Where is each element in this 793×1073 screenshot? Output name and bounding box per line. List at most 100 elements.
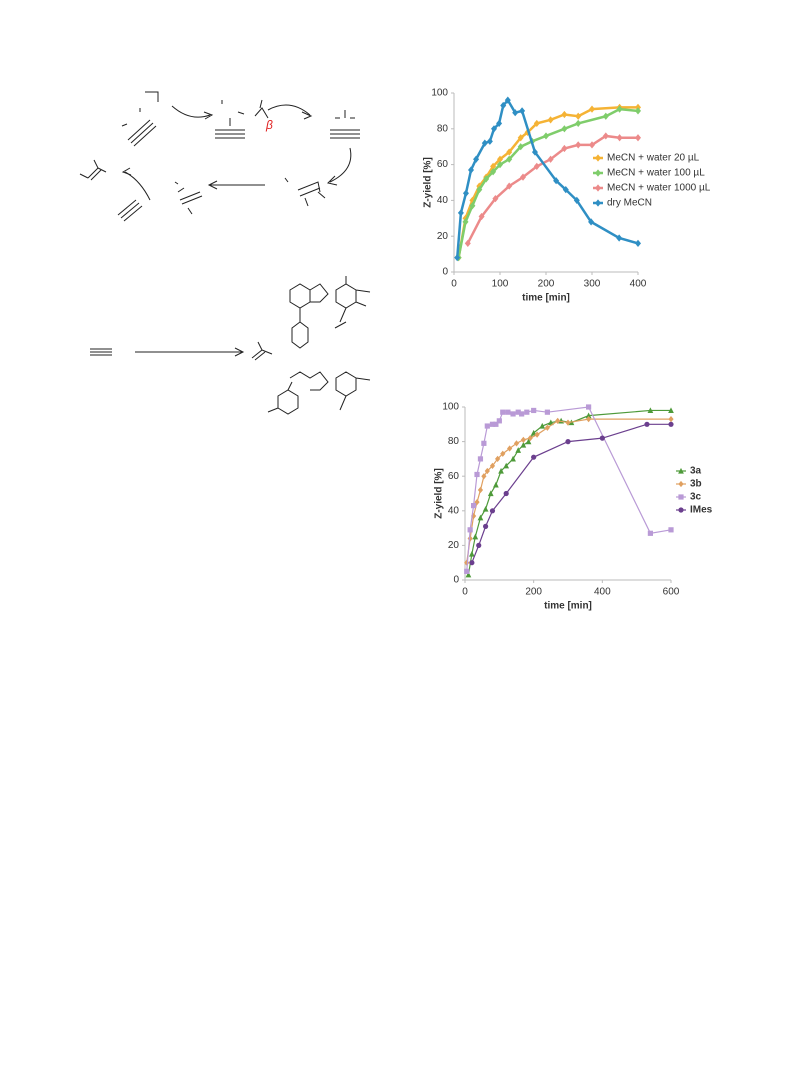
alkene — [79, 159, 107, 181]
marker — [602, 112, 609, 120]
marker — [483, 175, 490, 183]
marker — [517, 134, 524, 142]
arrowhead — [203, 111, 214, 120]
x-tick-label: 0 — [462, 587, 468, 598]
marker — [470, 503, 477, 509]
marker — [531, 148, 538, 156]
marker — [495, 455, 501, 463]
y-axis-label: Z-yield [%] — [423, 157, 434, 208]
marker — [478, 212, 485, 221]
marker — [464, 239, 471, 247]
ligand-structure — [289, 276, 371, 349]
beta-label: β — [265, 118, 273, 132]
chart: 0 20 40 60 80 100 0 100 200 300 400 time [min] Z-yie… — [423, 88, 711, 304]
x-tick-label: 200 — [525, 587, 542, 598]
intermediate — [284, 177, 326, 207]
x-tick-label: 400 — [630, 279, 647, 290]
marker — [595, 199, 601, 207]
marker — [457, 209, 464, 217]
marker — [531, 454, 537, 460]
x-axis-label: time [min] — [544, 601, 592, 612]
marker — [544, 409, 550, 415]
reaction-scheme: β — [79, 91, 371, 415]
marker — [473, 155, 480, 163]
marker — [635, 134, 641, 142]
marker — [533, 162, 540, 170]
marker — [565, 439, 571, 445]
marker — [489, 508, 496, 514]
alkene — [251, 341, 273, 361]
marker — [517, 143, 524, 151]
marker — [470, 512, 477, 520]
marker — [510, 411, 516, 417]
marker — [524, 409, 530, 415]
marker — [484, 423, 490, 429]
y-tick-label: 60 — [437, 159, 449, 170]
alkyne — [117, 199, 143, 222]
marker — [486, 137, 493, 145]
marker — [467, 535, 473, 542]
y-tick-label: 0 — [453, 575, 459, 586]
x-tick-label: 100 — [492, 279, 509, 290]
x-tick-label: 0 — [451, 279, 457, 290]
marker — [595, 184, 601, 192]
marker — [534, 431, 540, 438]
marker — [525, 438, 532, 445]
marker — [513, 440, 520, 447]
marker — [595, 169, 601, 177]
marker — [595, 154, 601, 162]
marker — [454, 254, 461, 262]
marker — [599, 435, 605, 441]
marker — [586, 415, 592, 423]
marker — [586, 404, 592, 410]
marker — [585, 412, 592, 419]
y-tick-label: 40 — [448, 505, 460, 516]
arrowhead — [327, 175, 338, 186]
bracket — [145, 91, 159, 102]
y-tick-label: 100 — [442, 402, 459, 413]
marker — [510, 455, 516, 462]
legend-label: MeCN + water 100 µL — [607, 168, 705, 179]
marker — [506, 155, 513, 163]
marker — [547, 419, 554, 426]
marker — [616, 134, 623, 142]
marker — [575, 112, 582, 120]
marker — [575, 119, 582, 128]
legend-label: MeCN + water 20 µL — [607, 153, 700, 164]
arrow — [171, 105, 211, 118]
marker — [491, 125, 498, 133]
marker — [553, 177, 560, 185]
marker — [477, 514, 484, 521]
marker — [520, 436, 526, 443]
marker — [504, 96, 511, 104]
marker — [490, 162, 497, 170]
y-tick-label: 20 — [448, 540, 460, 551]
y-tick-label: 0 — [442, 267, 448, 278]
x-tick-label: 600 — [663, 587, 680, 598]
marker — [520, 441, 527, 448]
y-tick-label: 80 — [448, 436, 460, 447]
marker — [503, 490, 509, 497]
marker — [575, 141, 582, 149]
legend-label: IMes — [690, 505, 713, 516]
marker — [481, 440, 487, 446]
arrow — [124, 171, 151, 201]
marker — [500, 450, 506, 457]
marker — [573, 196, 580, 204]
chart: 0 20 40 60 80 100 0 200 400 600 time [min] Z-yield … — [434, 402, 713, 612]
marker — [616, 234, 623, 242]
marker — [527, 435, 533, 442]
marker — [531, 407, 537, 414]
legend-label: 3a — [690, 466, 702, 477]
y-tick-label: 80 — [437, 123, 449, 134]
marker — [562, 186, 569, 194]
marker — [498, 467, 504, 474]
marker — [678, 467, 684, 474]
arrow — [329, 147, 352, 183]
marker — [469, 202, 476, 210]
marker — [484, 467, 490, 475]
marker — [561, 125, 568, 133]
marker — [668, 407, 674, 414]
marker — [678, 507, 684, 513]
